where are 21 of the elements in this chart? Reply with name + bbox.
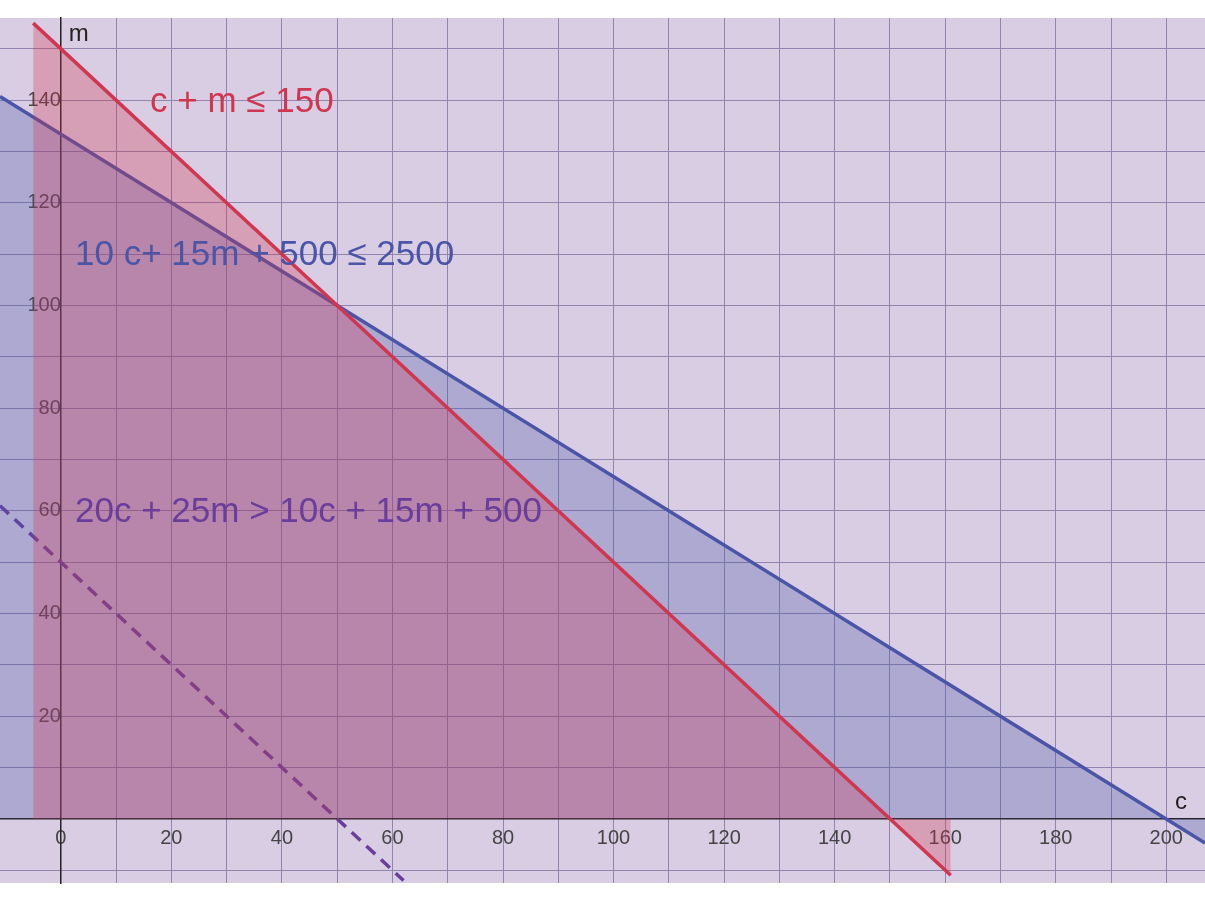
x-tick-label: 80 bbox=[491, 826, 515, 849]
annotation: 20c + 25m > 10c + 15m + 500 bbox=[75, 489, 542, 529]
y-tick-label: 140 bbox=[27, 87, 61, 110]
y-tick-label: 20 bbox=[38, 703, 61, 726]
x-tick-label: 160 bbox=[928, 826, 962, 849]
y-tick-label: 40 bbox=[38, 601, 61, 624]
x-tick-label: 40 bbox=[270, 826, 294, 849]
x-tick-label: 200 bbox=[1149, 826, 1183, 849]
y-tick-label: 100 bbox=[27, 292, 61, 315]
x-axis-title: c bbox=[1175, 787, 1187, 815]
x-tick-label: 100 bbox=[596, 826, 631, 849]
y-tick-label: 60 bbox=[38, 498, 61, 521]
x-tick-label: 180 bbox=[1039, 826, 1073, 849]
x-tick-label: 120 bbox=[707, 826, 741, 849]
x-tick-label: 140 bbox=[817, 826, 852, 849]
y-tick-label: 80 bbox=[38, 395, 61, 418]
x-tick-label: 60 bbox=[381, 826, 404, 849]
x-tick-label: 20 bbox=[160, 826, 183, 849]
annotation: c + m ≤ 150 bbox=[150, 79, 334, 119]
y-axis-title: m bbox=[68, 18, 89, 46]
y-tick-label: 120 bbox=[27, 190, 61, 213]
